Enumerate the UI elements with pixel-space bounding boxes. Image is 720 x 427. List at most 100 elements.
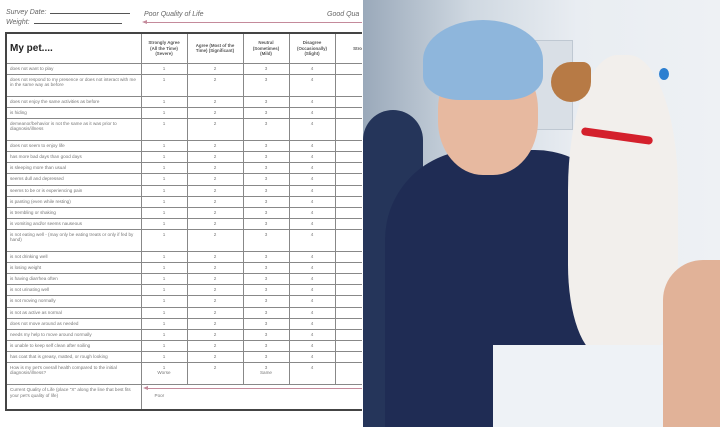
rating-option: 2	[186, 95, 244, 108]
rating-option	[334, 173, 362, 186]
row-statement: is vomiting and/or seems nauseous	[5, 217, 142, 230]
rating-option: 1	[140, 328, 188, 341]
rating-option: 3	[242, 173, 290, 186]
rating-option: 4	[288, 273, 336, 286]
rating-option	[334, 273, 362, 286]
rating-option: 3	[242, 73, 290, 97]
rating-option: 2	[186, 140, 244, 153]
rating-option: 4	[288, 228, 336, 253]
rating-option: 3	[242, 184, 290, 197]
rating-sublabel: Worse	[157, 370, 171, 376]
rating-option: 4	[288, 262, 336, 275]
row-statement: is having diarrhea often	[5, 273, 142, 286]
column-header: Disagree (Occasionally) (Slight)	[288, 32, 336, 64]
rating-option: 2	[186, 350, 244, 364]
rating-option	[334, 251, 362, 264]
rating-option: 3	[242, 106, 290, 119]
survey-date-field: Survey Date:	[6, 9, 131, 16]
rating-option: 1	[140, 284, 188, 297]
rating-option: 2	[186, 106, 244, 119]
rating-option	[334, 362, 362, 386]
quality-line[interactable]	[142, 386, 362, 391]
rating-option: 1 Worse	[140, 362, 188, 386]
rating-sublabel: Same	[259, 370, 272, 376]
rating-option: 4	[288, 173, 336, 186]
rating-option	[334, 162, 362, 175]
table-row: does not enjoy the same activities as be…	[5, 95, 362, 108]
rating-option: 3	[242, 206, 290, 219]
rating-option	[334, 117, 362, 142]
rating-option	[334, 306, 362, 319]
row-statement: is unable to keep self clean after soili…	[5, 339, 142, 352]
rating-option: 3	[242, 317, 290, 330]
table-row: does not want to play 1 2 3 4	[5, 62, 362, 75]
rating-option	[334, 217, 362, 230]
rating-option: 2	[186, 206, 244, 219]
rating-option: 4	[288, 350, 336, 364]
column-header: Strongly Agree (All the Time) (Severe)	[140, 32, 188, 64]
weight-label: Weight:	[6, 19, 30, 26]
rating-option: 2	[186, 62, 244, 75]
table-row: is trembling or shaking 1 2 3 4	[5, 206, 362, 219]
rating-option	[334, 151, 362, 164]
rating-option: 1	[140, 173, 188, 186]
rating-option: 1	[140, 217, 188, 230]
table-row: has coat that is greasy, matted, or roug…	[5, 350, 362, 364]
rating-option: 4	[288, 306, 336, 319]
row-statement: demeanor/behavior is not the same as it …	[5, 117, 142, 142]
table-row: is not as active as normal 1 2 3 4	[5, 306, 362, 319]
rating-option: 3	[242, 228, 290, 253]
table-row: does not respond to my presence or does …	[5, 73, 362, 97]
rating-option: 1	[140, 140, 188, 153]
rating-option	[334, 106, 362, 119]
rating-option: 4	[288, 151, 336, 164]
rating-option: 3	[242, 162, 290, 175]
row-statement: is sleeping more than usual	[5, 162, 142, 175]
table-row: does not move around as needed 1 2 3 4	[5, 317, 362, 330]
row-statement: is losing weight	[5, 262, 142, 275]
rating-option	[334, 206, 362, 219]
rating-option	[334, 140, 362, 153]
row-statement: does not want to play	[5, 62, 142, 75]
rating-option	[334, 317, 362, 330]
rating-option: 3	[242, 151, 290, 164]
rating-option: 4	[288, 328, 336, 341]
rating-option	[334, 350, 362, 364]
table-row: is panting (even while resting) 1 2 3 4	[5, 195, 362, 208]
rating-option: 1	[140, 106, 188, 119]
rating-option: 1	[140, 317, 188, 330]
table-row: seems to be or is experiencing pain 1 2 3 4	[5, 184, 362, 197]
rating-option	[334, 228, 362, 253]
rating-option: 1	[140, 206, 188, 219]
scale-right-label: Good Qua	[327, 11, 360, 18]
rating-option: 4	[288, 295, 336, 308]
rating-option: 4	[288, 339, 336, 352]
quality-of-life-survey: Survey Date: Weight: Poor Quality of Lif…	[5, 9, 362, 411]
overall-health-row: How is my pet's overall health compared …	[5, 362, 362, 386]
row-statement: does not respond to my presence or does …	[5, 73, 142, 97]
column-header: Strong	[334, 32, 362, 64]
row-statement: is trembling or shaking	[5, 206, 142, 219]
rating-option: 4	[288, 251, 336, 264]
table-row: is hiding 1 2 3 4	[5, 106, 362, 119]
row-statement: Current Quality of Life (place "X" along…	[5, 384, 142, 411]
row-statement: does not enjoy the same activities as be…	[5, 95, 142, 108]
rating-option: 1	[140, 195, 188, 208]
rating-option: 3	[242, 328, 290, 341]
quality-line-cell[interactable]: Poor	[140, 384, 362, 411]
scale-left-label: Poor Quality of Life	[144, 11, 204, 18]
rating-option: 4	[288, 284, 336, 297]
table-row: is not urinating well 1 2 3 4	[5, 284, 362, 297]
rating-option: 1	[140, 251, 188, 264]
table-row: is unable to keep self clean after soili…	[5, 339, 362, 352]
rating-option: 2	[186, 195, 244, 208]
rating-option: 3	[242, 295, 290, 308]
row-statement: does not move around as needed	[5, 317, 142, 330]
rating-option: 3	[242, 117, 290, 142]
row-statement: is hiding	[5, 106, 142, 119]
rating-option: 1	[140, 95, 188, 108]
row-statement: How is my pet's overall health compared …	[5, 362, 142, 386]
row-statement: is not as active as normal	[5, 306, 142, 319]
row-statement: is not eating well - (may only be eating…	[5, 228, 142, 253]
table-row: has more bad days than good days 1 2 3 4	[5, 151, 362, 164]
